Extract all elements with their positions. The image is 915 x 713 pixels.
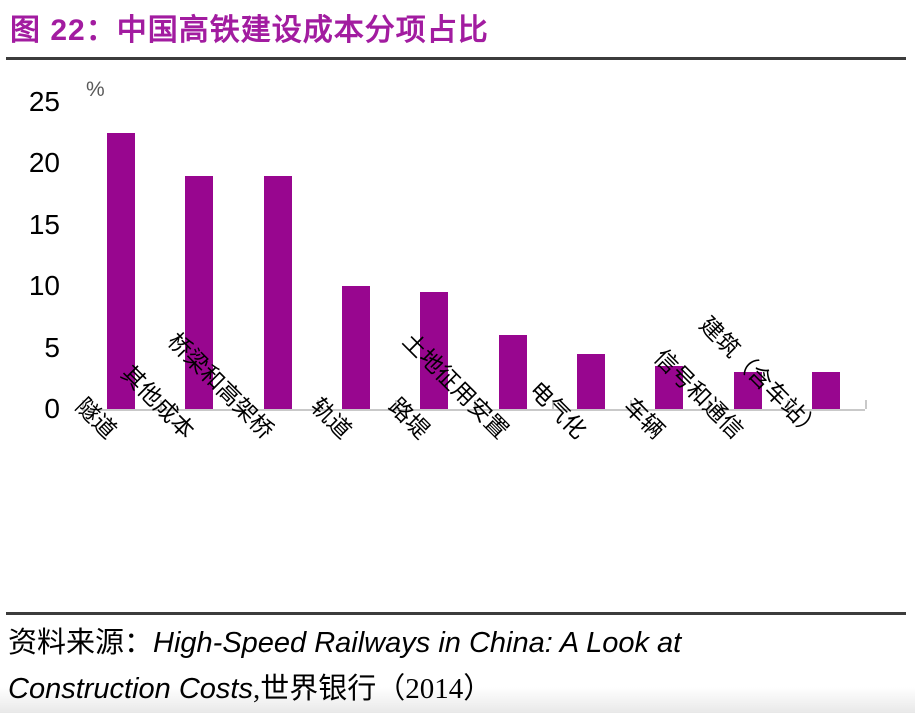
y-tick-label: 20	[28, 147, 60, 179]
y-tick-label: 5	[44, 331, 60, 363]
source-work-title: High-Speed Railways in China: A Look at …	[8, 627, 682, 705]
bar-3	[263, 175, 292, 409]
x-axis-tick	[786, 400, 789, 409]
x-axis-tick	[473, 400, 476, 409]
bar-7	[576, 353, 605, 409]
bar-9	[733, 372, 762, 409]
bar-2	[185, 175, 214, 409]
x-axis-tick	[551, 400, 554, 409]
x-axis-tick	[395, 400, 398, 409]
x-axis-tick	[160, 400, 163, 409]
y-axis-unit-label: %	[86, 78, 105, 101]
y-tick-label: 10	[28, 270, 60, 302]
source-note: 资料来源：High-Speed Railways in China: A Loo…	[8, 620, 838, 712]
y-tick-label: 15	[28, 208, 60, 240]
bar-chart: % 0 5 10 15 20 25 隧道 其他成本 桥梁和高架桥 轨道 路堤 土地征用安置 电气化 车辆信…	[0, 70, 915, 612]
x-axis-line	[82, 409, 865, 411]
x-axis-tick	[708, 400, 711, 409]
source-divider	[6, 612, 906, 615]
y-tick-label: 0	[44, 393, 60, 424]
figure-title: 图 22：中国高铁建设成本分项占比	[10, 14, 489, 47]
source-publisher: ,世界银行（2014）	[253, 673, 493, 705]
x-axis-tick	[238, 400, 241, 409]
x-axis-tick	[630, 400, 633, 409]
x-axis-tick	[316, 400, 319, 409]
x-axis-tick	[865, 400, 867, 409]
bar-5	[420, 292, 449, 409]
bar-6	[498, 335, 527, 409]
bar-1	[107, 132, 136, 409]
title-divider	[6, 57, 906, 60]
y-tick-label: 25	[28, 86, 60, 117]
bar-4	[342, 286, 371, 409]
bar-10	[811, 372, 840, 409]
bar-8	[655, 366, 684, 409]
source-label: 资料来源：	[8, 627, 154, 659]
x-axis-tick	[82, 400, 84, 409]
